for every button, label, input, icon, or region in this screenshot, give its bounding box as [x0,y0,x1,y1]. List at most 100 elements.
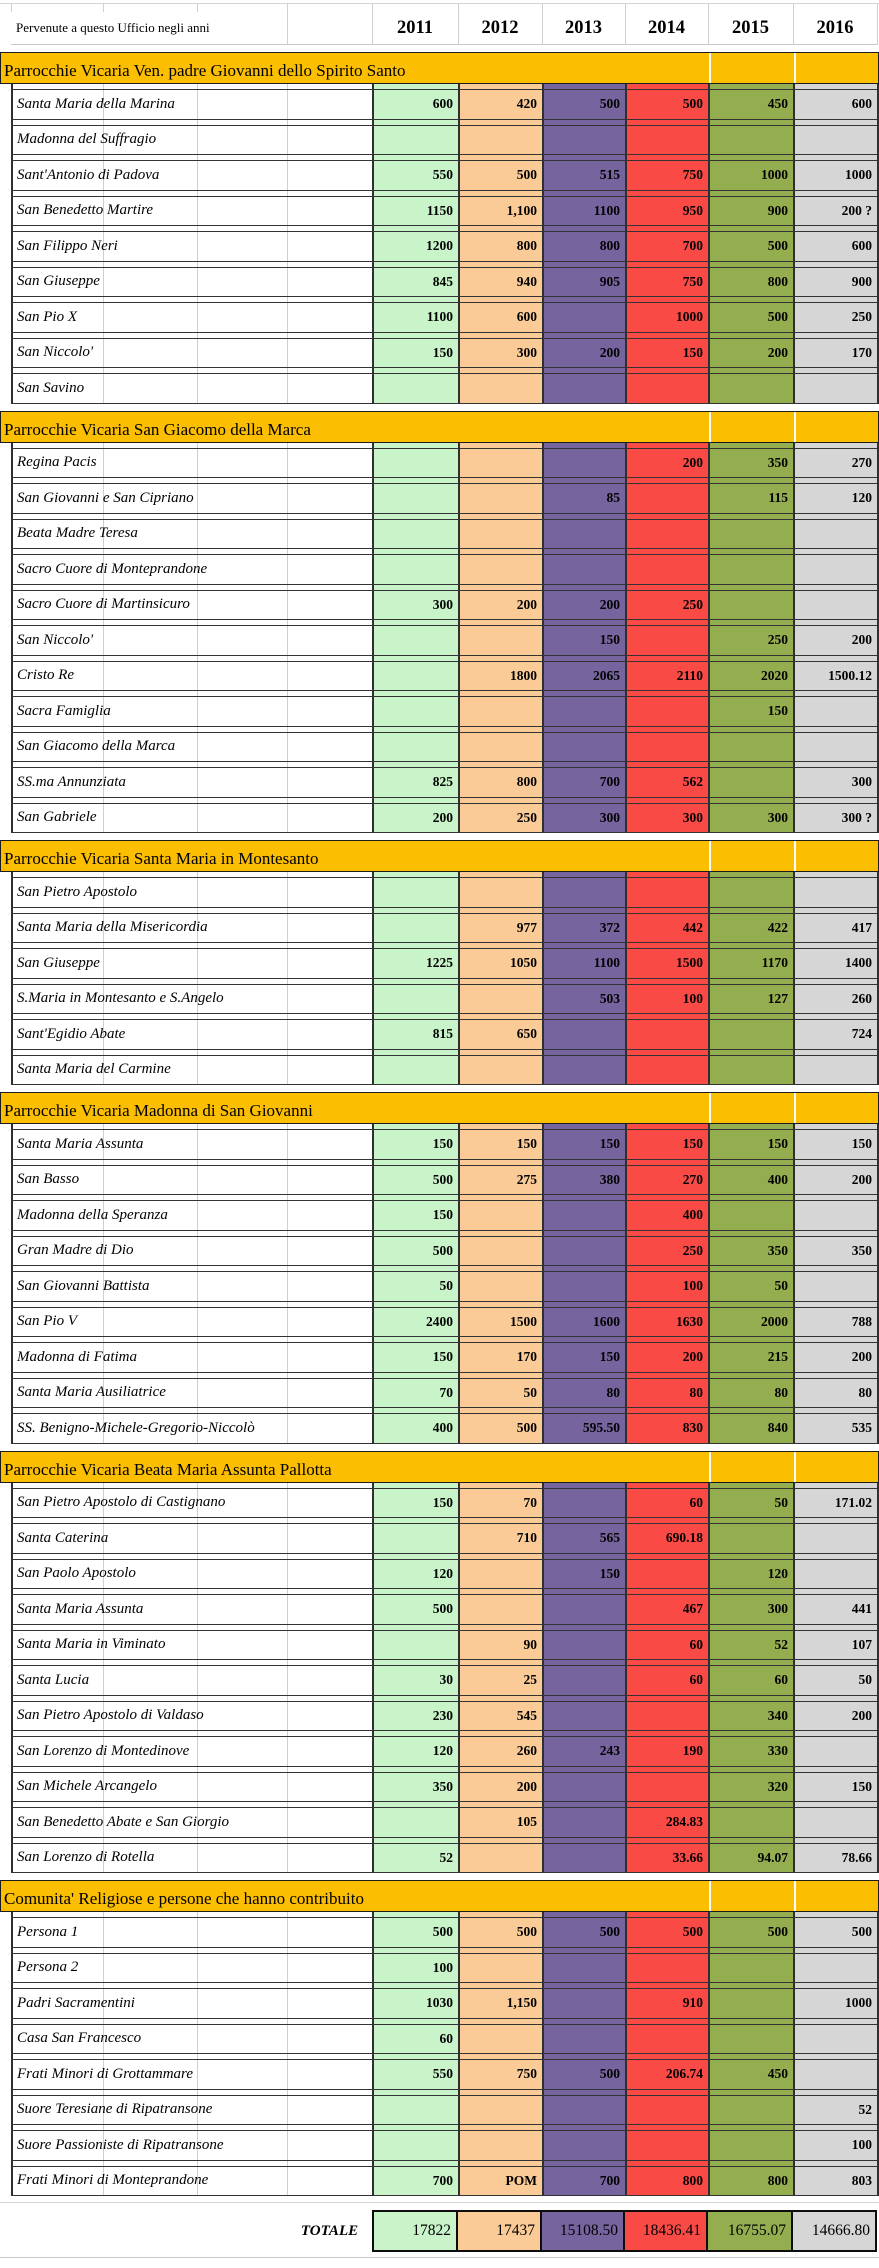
parish-row: San Pietro Apostolo di Castignano 150 70 6… [11,1487,877,1518]
totale-cell-2011: 17822 [372,2210,458,2252]
parish-name: Persona 2 [17,1959,79,1976]
section-header-divider [709,53,711,83]
value-cell-2012: 800 [516,774,537,790]
parish-row: Santa Maria Assunta 500 467 300 441 [11,1594,877,1625]
parish-name: San Savino [17,379,85,396]
section-title: Parrocchie Vicaria Santa Maria in Montes… [4,849,319,868]
value-cell-2013: 243 [599,1743,620,1759]
gridline [708,1912,710,2196]
value-cell-2013: 500 [599,96,620,112]
section-title: Comunita' Religiose e persone che hanno … [4,1889,364,1908]
value-cell-2011: 350 [432,1778,453,1794]
gridline [877,3,878,12]
section: Parrocchie Vicaria Beata Maria Assunta P… [0,1450,879,1873]
gridline [103,3,104,12]
year-header-2013: 2013 [565,17,602,38]
gridline [458,1482,460,1873]
value-cell-2016: 200 [851,1707,872,1723]
section-header-divider [709,1093,711,1123]
gridline [458,12,459,45]
parish-name: San Niccolo' [17,344,94,361]
value-cell-2012: 500 [516,167,537,183]
value-cell-2015: 50 [774,1494,789,1510]
gridline [542,1124,544,1444]
value-cell-2014: 284.83 [665,1814,703,1830]
value-cell-2013: 1100 [593,955,620,971]
value-cell-2011: 150 [432,1136,453,1152]
gridline [372,1912,374,2196]
value-cell-2015: 800 [767,273,788,289]
gridline [877,1124,879,1444]
parish-name: Beata Madre Teresa [17,525,138,542]
value-cell-2012: 250 [516,809,537,825]
value-cell-2015: 500 [767,1924,788,1940]
value-cell-2014: 442 [682,919,703,935]
value-cell-2012: 200 [516,1778,537,1794]
parish-row: Santa Maria Ausiliatrice 70 50 80 80 80 80 [11,1377,877,1408]
gridline [197,1482,198,1873]
section-header-divider [794,841,796,871]
value-cell-2014: 2110 [676,667,703,683]
gridline [287,3,288,12]
parish-name: Frati Minori di Monteprandone [17,2172,209,2189]
year-header-2011: 2011 [397,17,433,38]
column-stripe-2013 [542,872,625,1085]
value-cell-2016: 100 [851,2137,872,2153]
value-cell-2014: 950 [682,202,703,218]
parish-name: San Pietro Apostolo di Castignano [17,1494,226,1511]
value-cell-2015: 94.07 [757,1849,788,1865]
section-header: Parrocchie Vicaria Santa Maria in Montes… [0,840,879,872]
value-cell-2011: 1225 [426,955,453,971]
value-cell-2014: 830 [682,1420,703,1436]
column-stripe-2015 [708,1912,793,2196]
parish-name: Santa Maria Assunta [17,1600,144,1617]
value-cell-2011: 300 [432,596,453,612]
parish-name: Madonna della Speranza [17,1206,168,1223]
section-header-divider [709,411,711,442]
value-cell-2012: 1050 [510,955,537,971]
value-cell-2012: 300 [516,344,537,360]
value-cell-2016: 500 [851,1924,872,1940]
gridline [877,12,878,45]
value-cell-2014: 750 [682,167,703,183]
totale-cell-2013: 15108.50 [540,2210,625,2252]
gridline [197,442,198,833]
value-cell-2014: 270 [682,1171,703,1187]
parish-row: Persona 1 500 500 500 500 500 500 [11,1917,877,1948]
parish-name: San Michele Arcangelo [17,1778,157,1795]
value-cell-2013: 300 [599,809,620,825]
parish-row: San Niccolo' 150 300 200 150 200 170 [11,337,877,368]
column-stripe-2011 [372,84,458,404]
parish-row: San Benedetto Martire 1150 1,100 1100 950 90… [11,195,877,226]
column-stripe-2013 [542,1912,625,2196]
value-cell-2012: 170 [516,1349,537,1365]
column-stripe-2013 [542,84,625,404]
parish-name: Suore Passioniste di Ripatransone [17,2136,224,2153]
header-title: Pervenute a questo Ufficio negli anni [16,20,210,35]
value-cell-2016: 250 [851,309,872,325]
value-cell-2014: 800 [682,2172,703,2188]
parish-name: Madonna di Fatima [17,1348,137,1365]
value-cell-2016: 900 [851,273,872,289]
parish-name: San Pio V [17,1313,77,1330]
value-cell-2012: 710 [516,1530,537,1546]
parish-row: San Paolo Apostolo 120 150 120 [11,1558,877,1589]
value-cell-2015: 150 [767,703,788,719]
value-cell-2013: 800 [599,238,620,254]
column-stripe-2014 [625,1912,708,2196]
gridline [458,84,460,404]
gridline [458,872,460,1085]
value-cell-2015: 1170 [761,955,788,971]
parish-row: Gran Madre di Dio 500 250 350 350 [11,1235,877,1266]
parish-row: San Pio V 2400 1500 1600 1630 2000 788 [11,1306,877,1337]
parish-row: Persona 2 100 [11,1952,877,1983]
parish-name: Santa Caterina [17,1529,109,1546]
value-cell-2014: 200 [682,1349,703,1365]
gridline [708,442,710,833]
value-cell-2014: 750 [682,273,703,289]
value-cell-2014: 200 [682,454,703,470]
parish-name: Cristo Re [17,667,75,684]
gridline [103,1482,104,1873]
value-cell-2012: 1500 [510,1313,537,1329]
column-stripe-2016 [793,84,877,404]
